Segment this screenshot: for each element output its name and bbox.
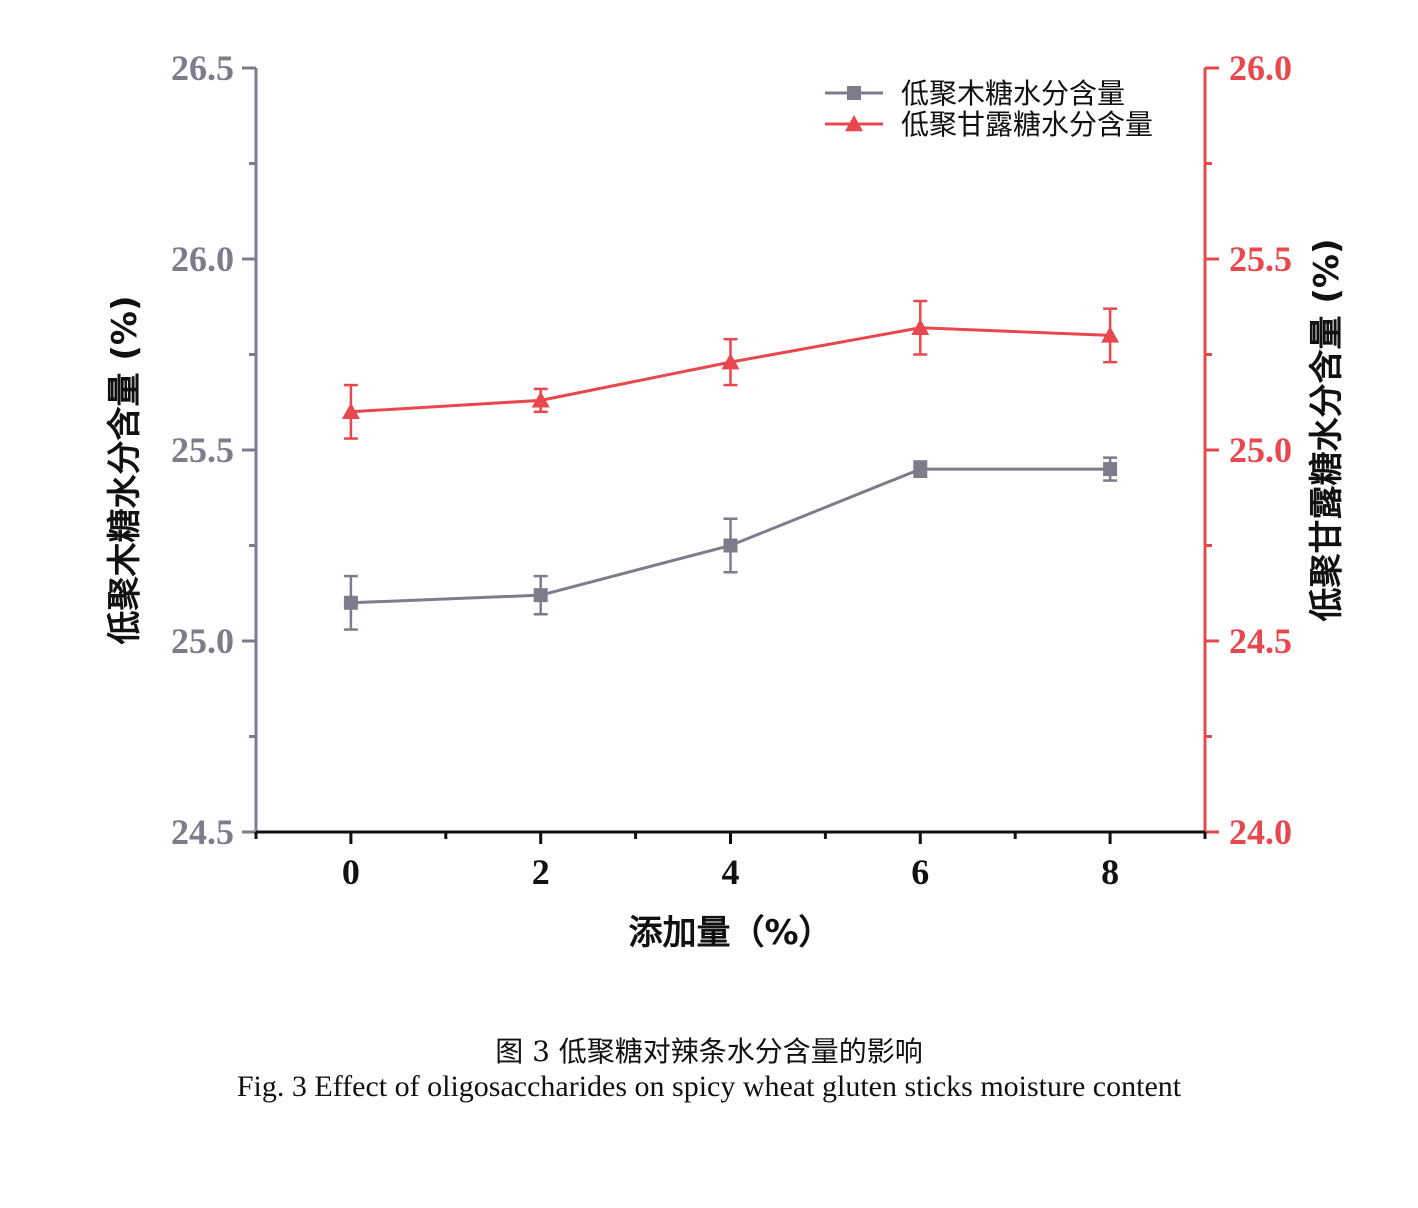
data-point-triangle [531,391,550,408]
right-tick-label: 24.0 [1229,812,1292,852]
right-axis-title: 低聚甘露糖水分含量 (%) [1307,239,1347,622]
data-point-triangle [1101,326,1120,343]
right-tick-label: 25.0 [1229,430,1292,470]
right-tick-label: 26.0 [1229,48,1292,88]
series-2 [341,299,1120,440]
left-tick-label: 25.0 [171,621,234,661]
axis-titles: 添加量（%） 低聚木糖水分含量 (%) 低聚甘露糖水分含量 (%) [105,239,1347,953]
left-tick-label: 24.5 [171,812,234,852]
data-point-triangle [845,115,863,132]
legend-label: 低聚甘露糖水分含量 [901,108,1153,141]
left-axis-title: 低聚木糖水分含量 (%) [105,296,145,645]
left-tick-label: 26.5 [171,48,234,88]
right-tick-label: 24.5 [1229,621,1292,661]
x-tick-label: 2 [532,852,550,892]
series-layer [341,299,1120,631]
series-1 [343,456,1118,631]
data-point-triangle [341,402,360,419]
legend-label: 低聚木糖水分含量 [901,77,1125,110]
x-tick-label: 6 [911,852,929,892]
chart: 24.5 25.0 25.5 26.0 26.5 24.0 24.5 25.0 25.5 26.0… [105,48,1347,953]
axes [254,68,1207,834]
data-point-square [533,588,548,603]
data-point-square [723,538,738,553]
figure-caption-cn: 图 3 低聚糖对辣条水分含量的影响 [495,1035,923,1068]
data-point-square [343,595,358,610]
x-tick-label: 0 [342,852,360,892]
right-tick-label: 25.5 [1229,239,1292,279]
ticks: 24.5 25.0 25.5 26.0 26.5 24.0 24.5 25.0 25.5 26.0… [171,48,1292,892]
left-tick-label: 25.5 [171,430,234,470]
x-tick-label: 8 [1101,852,1119,892]
x-tick-label: 4 [722,852,740,892]
data-point-triangle [911,318,930,335]
data-point-triangle [721,353,740,370]
data-point-square [847,86,861,100]
data-point-square [1103,462,1118,477]
data-point-square [913,462,928,477]
figure-caption-en: Fig. 3 Effect of oligosaccharides on spi… [236,1070,1182,1103]
x-axis-title: 添加量（%） [628,913,832,953]
left-tick-label: 26.0 [171,239,234,279]
